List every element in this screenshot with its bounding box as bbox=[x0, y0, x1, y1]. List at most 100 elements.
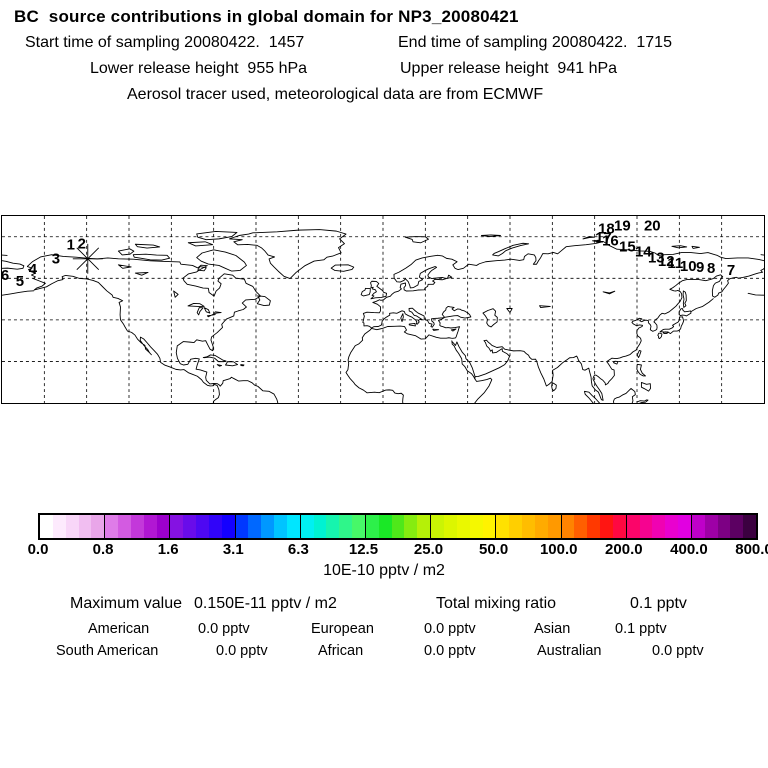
colorbar-cell bbox=[522, 515, 535, 538]
coastline bbox=[26, 254, 279, 403]
colorbar-tick-label: 0.8 bbox=[92, 541, 114, 558]
colorbar-cell bbox=[78, 515, 92, 538]
trajectory-hour-label: 7 bbox=[727, 262, 735, 279]
region-value-australian: 0.0 pptv bbox=[652, 643, 704, 659]
coastline bbox=[482, 308, 498, 328]
coastline bbox=[240, 364, 245, 367]
coastline bbox=[480, 234, 501, 238]
colorbar-cell bbox=[300, 515, 314, 538]
colorbar-cell bbox=[496, 515, 510, 538]
sampling-start-text: Start time of sampling 20080422. 1457 bbox=[25, 34, 305, 51]
trajectory-hour-label: 8 bbox=[707, 260, 715, 277]
colorbar-cell bbox=[143, 515, 157, 538]
coastline bbox=[404, 236, 429, 244]
colorbar-cell bbox=[221, 515, 235, 538]
coastline bbox=[592, 239, 601, 243]
trajectory-hour-label: 14 bbox=[635, 243, 652, 260]
colorbar-cell bbox=[118, 515, 131, 538]
colorbar-cell bbox=[704, 515, 718, 538]
colorbar-cell bbox=[509, 515, 522, 538]
colorbar-cell bbox=[639, 515, 653, 538]
coastline bbox=[657, 332, 663, 339]
region-name-australian: Australian bbox=[537, 643, 602, 659]
trajectory-hour-label: 11 bbox=[667, 255, 683, 272]
coastline bbox=[400, 313, 404, 322]
trajectory-hour-label: 13 bbox=[648, 249, 665, 266]
trajectory-hour-label: 6 bbox=[2, 267, 9, 284]
colorbar-cell bbox=[665, 515, 679, 538]
colorbar-tick-label: 0.0 bbox=[27, 541, 49, 558]
colorbar-cell bbox=[352, 515, 365, 538]
coastline bbox=[602, 290, 616, 295]
coastline bbox=[506, 308, 513, 314]
coastline bbox=[678, 308, 692, 317]
coastline bbox=[256, 295, 271, 306]
colorbar bbox=[38, 513, 758, 540]
colorbar-cell bbox=[431, 515, 444, 538]
coastline bbox=[117, 248, 135, 256]
trajectory-hour-label: 18 bbox=[598, 220, 615, 237]
colorbar-tick-label: 3.1 bbox=[222, 541, 244, 558]
trajectory-hour-label: 3 bbox=[52, 250, 60, 267]
coastline bbox=[682, 290, 687, 308]
colorbar-tick-label: 200.0 bbox=[605, 541, 643, 558]
colorbar-cell bbox=[65, 515, 79, 538]
coastline bbox=[206, 311, 222, 318]
trajectory-hour-label: 17 bbox=[595, 229, 612, 246]
colorbar-cell bbox=[678, 515, 691, 538]
coastline bbox=[330, 264, 355, 272]
coastline bbox=[492, 242, 530, 257]
trajectory-hour-label: 15 bbox=[619, 238, 636, 255]
colorbar-segment bbox=[364, 515, 431, 538]
coastline bbox=[203, 307, 211, 314]
total-mixing-ratio-label: Total mixing ratio bbox=[436, 595, 557, 612]
colorbar-cell bbox=[652, 515, 666, 538]
region-name-asian: Asian bbox=[534, 621, 571, 637]
colorbar-tick-label: 800.0 bbox=[735, 541, 768, 558]
coastline bbox=[474, 267, 764, 401]
total-mixing-ratio-value: 0.1 pptv bbox=[630, 595, 687, 612]
colorbar-cell bbox=[456, 515, 470, 538]
coastline bbox=[437, 241, 764, 271]
region-name-south-american: South American bbox=[56, 643, 159, 659]
colorbar-cell bbox=[534, 515, 548, 538]
colorbar-cell bbox=[378, 515, 392, 538]
colorbar-cell bbox=[600, 515, 613, 538]
colorbar-cell bbox=[743, 515, 757, 538]
colorbar-cell bbox=[156, 515, 170, 538]
coastline bbox=[360, 287, 371, 297]
colorbar-cell bbox=[52, 515, 66, 538]
region-value-american: 0.0 pptv bbox=[198, 621, 250, 637]
region-name-african: African bbox=[318, 643, 364, 659]
trajectory-hour-label: 20 bbox=[644, 217, 661, 234]
coastline bbox=[659, 316, 685, 335]
coastline bbox=[134, 272, 149, 276]
region-value-european: 0.0 pptv bbox=[424, 621, 476, 637]
colorbar-cell bbox=[482, 515, 496, 538]
region-value-asian: 0.1 pptv bbox=[615, 621, 667, 637]
colorbar-cell bbox=[313, 515, 327, 538]
coastline bbox=[432, 328, 440, 331]
coastline bbox=[216, 364, 222, 367]
coastline bbox=[134, 243, 161, 249]
colorbar-segment bbox=[299, 515, 365, 538]
coastline bbox=[370, 280, 388, 300]
colorbar-cell bbox=[391, 515, 405, 538]
trajectory-hour-label: 10 bbox=[680, 258, 697, 275]
coastline bbox=[26, 266, 220, 403]
coastline bbox=[690, 298, 714, 313]
coastline bbox=[408, 322, 416, 327]
coastline bbox=[539, 305, 551, 309]
coastline bbox=[2, 260, 25, 270]
sampling-end-text: End time of sampling 20080422. 1715 bbox=[398, 34, 672, 51]
colorbar-cell bbox=[443, 515, 457, 538]
tracer-info-text: Aerosol tracer used, meteorological data… bbox=[127, 86, 544, 103]
upper-release-height-text: Upper release height 941 hPa bbox=[400, 60, 618, 77]
lower-release-height-text: Lower release height 955 hPa bbox=[90, 60, 308, 77]
colorbar-tick-label: 25.0 bbox=[413, 541, 444, 558]
colorbar-tick-label: 400.0 bbox=[670, 541, 708, 558]
coastline bbox=[636, 399, 649, 403]
colorbar-segment bbox=[234, 515, 300, 538]
